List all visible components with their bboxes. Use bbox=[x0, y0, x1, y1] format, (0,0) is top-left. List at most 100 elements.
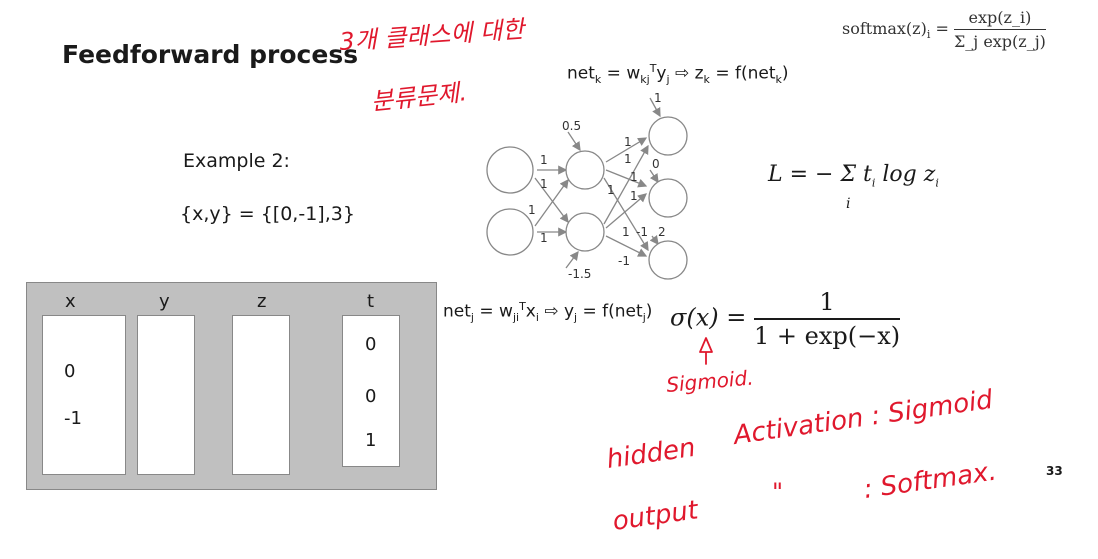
output-bias-label: 0 bbox=[652, 157, 660, 171]
edge-label: 1 bbox=[528, 203, 536, 217]
net-k-formula: netk = wkjTyj ⇨ zk = f(netk) bbox=[567, 62, 789, 86]
slide-title: Feedforward process bbox=[62, 40, 359, 69]
softmax-lhs-sub: i bbox=[926, 28, 931, 42]
korean-annotation-line2: 분류문제. bbox=[370, 78, 468, 116]
net-j-formula: netj = wjiTxi ⇨ yj = f(netj) bbox=[443, 300, 652, 324]
input-node-2 bbox=[486, 208, 534, 256]
input-node-1 bbox=[486, 146, 534, 194]
edge-h2-o3 bbox=[605, 235, 648, 257]
output-bias-label: 1 bbox=[654, 91, 662, 105]
bias-label-top: 0.5 bbox=[562, 119, 581, 133]
edge-h1-o2 bbox=[605, 169, 648, 188]
column-header-t: t bbox=[367, 291, 375, 312]
pointer-arrow-icon bbox=[699, 337, 713, 365]
output-node-1 bbox=[648, 116, 688, 156]
column-header-y: y bbox=[159, 291, 170, 312]
output-node-3 bbox=[648, 240, 688, 280]
activation-label: Activation : Sigmoid bbox=[730, 385, 995, 451]
net-j-c: x bbox=[525, 301, 536, 322]
edge-label: -1 bbox=[618, 254, 630, 268]
edge-h1-o3 bbox=[603, 177, 649, 252]
edge-label: -1 bbox=[636, 225, 648, 239]
net-j-c-sub: i bbox=[535, 311, 539, 325]
loss-sigma-index: i bbox=[846, 196, 851, 212]
net-k-d-sub: k bbox=[703, 73, 710, 87]
edge-label: 1 bbox=[622, 225, 630, 239]
net-k-e-sub: k bbox=[775, 73, 782, 87]
loss-tail: log z bbox=[875, 162, 936, 187]
output-node-2 bbox=[648, 178, 688, 218]
y-column-box bbox=[137, 315, 195, 475]
t-column-box: 0 0 1 bbox=[342, 315, 400, 467]
loss-sub-i2: i bbox=[935, 176, 939, 190]
column-header-x: x bbox=[65, 291, 76, 312]
sigmoid-note: Sigmoid. bbox=[665, 365, 754, 397]
net-k-f: ) bbox=[781, 63, 789, 84]
net-j-d: y bbox=[563, 301, 575, 322]
net-j-e: = f(net bbox=[577, 301, 643, 322]
net-k-e: = f(net bbox=[709, 63, 776, 84]
t-value: 0 bbox=[365, 334, 377, 355]
edge-label: 1 bbox=[540, 231, 548, 245]
t-value: 1 bbox=[365, 430, 377, 451]
net-k-a-sub: k bbox=[594, 73, 602, 87]
bias-arrow-h2 bbox=[565, 250, 579, 269]
neural-network-diagram: 1 1 1 1 1 1 1 1 1 1 -1 -1 0.5 -1.5 1 0 2 bbox=[486, 91, 688, 281]
bias-label-bottom: -1.5 bbox=[568, 267, 591, 281]
sigmoid-denominator: 1 + exp(−x) bbox=[754, 322, 901, 350]
sigmoid-numerator: 1 bbox=[754, 288, 901, 320]
edge-label: 1 bbox=[607, 183, 615, 197]
column-header-z: z bbox=[257, 291, 267, 312]
sigmoid-lhs: σ(x) = bbox=[670, 303, 755, 332]
bias-arrow-h1 bbox=[567, 131, 581, 152]
softmax-fraction: exp(z_i) Σ_j exp(z_j) bbox=[953, 8, 1046, 51]
softmax-numerator: exp(z_i) bbox=[953, 8, 1046, 30]
example-label: Example 2: bbox=[183, 150, 290, 172]
hidden-node-1 bbox=[565, 150, 605, 190]
page-number: 33 bbox=[1046, 464, 1063, 478]
net-k-b-sub: kj bbox=[640, 73, 650, 87]
t-value: 0 bbox=[365, 386, 377, 407]
values-table-panel: x y z t 0 -1 0 0 1 bbox=[26, 282, 437, 490]
softmax-label: : Softmax. bbox=[862, 457, 999, 505]
softmax-lhs: softmax(z) bbox=[842, 19, 927, 38]
net-j-a-sub: j bbox=[470, 311, 474, 325]
x-value: -1 bbox=[64, 408, 82, 429]
output-label: output bbox=[611, 495, 701, 537]
bias-arrow-o1 bbox=[649, 97, 661, 118]
edge-label: 1 bbox=[624, 152, 632, 166]
edge-label: 1 bbox=[630, 189, 638, 203]
bias-arrow-o3 bbox=[649, 235, 659, 246]
net-k-b: = w bbox=[601, 63, 641, 84]
edge-h2-o2 bbox=[605, 193, 647, 229]
net-k-c-sub: j bbox=[666, 73, 670, 87]
net-j-f: ) bbox=[645, 301, 653, 322]
net-k-a: net bbox=[567, 63, 595, 84]
softmax-formula: softmax(z)i = exp(z_i) Σ_j exp(z_j) bbox=[842, 8, 1046, 51]
edge-label: 1 bbox=[624, 135, 632, 149]
edge-i2-h1 bbox=[534, 178, 569, 227]
sigmoid-formula: σ(x) = 1 1 + exp(−x) bbox=[670, 288, 901, 350]
z-column-box bbox=[232, 315, 290, 475]
net-j-e-sub: j bbox=[642, 311, 646, 325]
x-column-box: 0 -1 bbox=[42, 315, 126, 475]
example-value: {x,y} = {[0,-1],3} bbox=[180, 203, 355, 225]
loss-formula: L = − Σ ti log zi i bbox=[768, 162, 939, 212]
loss-main: L = − Σ t bbox=[768, 162, 872, 187]
net-j-b-sub: ji bbox=[512, 311, 520, 325]
net-j-d-sub: j bbox=[574, 311, 578, 325]
output-bias-label: 2 bbox=[658, 225, 666, 239]
net-k-c: y bbox=[656, 63, 667, 84]
edge-label: 1 bbox=[540, 153, 548, 167]
korean-annotation-line1: 3개 클래스에 대한 bbox=[338, 15, 528, 56]
loss-sub-i: i bbox=[871, 176, 876, 190]
net-j-b-sup: T bbox=[519, 300, 526, 313]
ditto-mark: " bbox=[772, 478, 783, 506]
net-j-a: net bbox=[443, 301, 471, 322]
net-j-arrow-icon: ⇨ bbox=[538, 301, 564, 322]
bias-arrow-o2 bbox=[649, 169, 659, 184]
edge-i1-h2 bbox=[534, 177, 569, 224]
net-k-arrow-icon: ⇨ bbox=[669, 63, 695, 84]
net-k-b-sup: T bbox=[649, 62, 657, 75]
